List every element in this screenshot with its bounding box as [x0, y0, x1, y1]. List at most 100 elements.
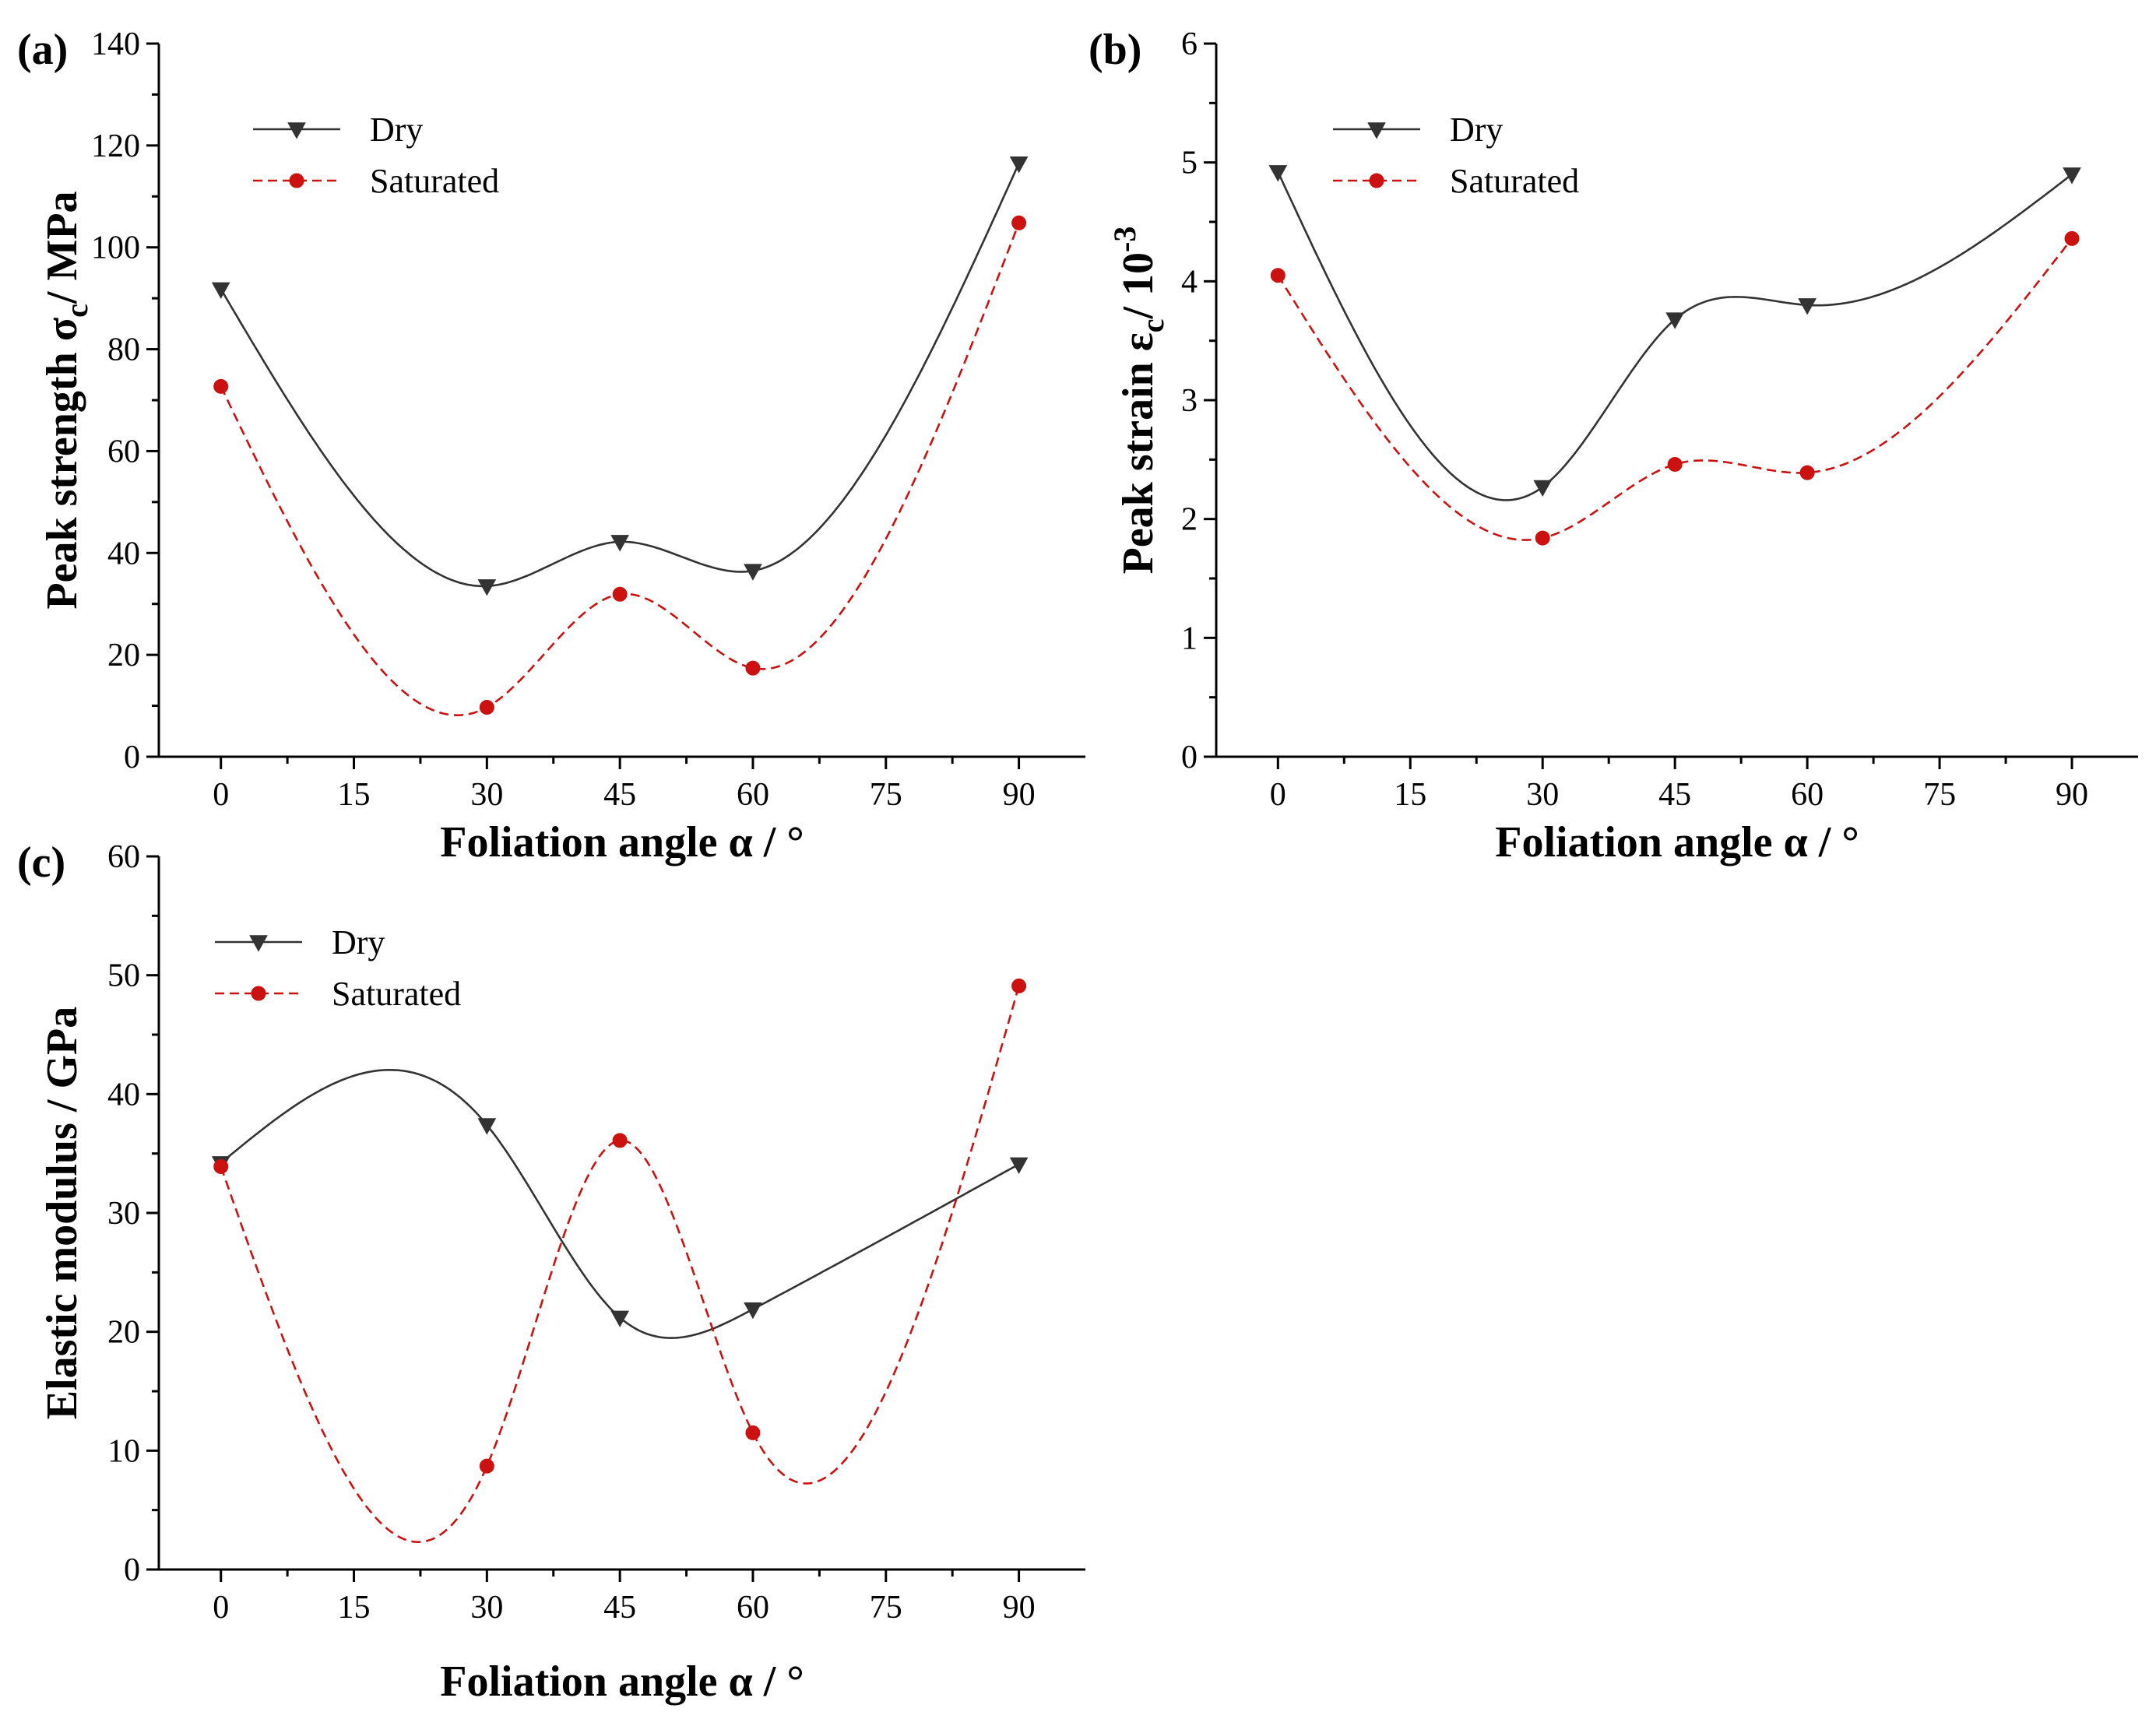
legend-marker-dry — [1367, 122, 1386, 139]
y-tick-label: 20 — [107, 638, 140, 673]
data-point-dry — [1009, 156, 1029, 174]
legend-label-dry: Dry — [332, 923, 385, 961]
y-axis-title-subscript: c — [59, 304, 94, 318]
series-line-saturated — [220, 986, 1020, 1544]
y-tick-label: 2 — [1181, 502, 1198, 538]
x-axis-title: Foliation angle α / ° — [1495, 818, 1859, 867]
data-point-dry — [211, 282, 230, 299]
data-point-dry — [610, 535, 630, 552]
x-axis-title: Foliation angle α / ° — [440, 1657, 804, 1706]
data-point-dry — [477, 1118, 497, 1135]
panel-label-a: (a) — [17, 26, 68, 74]
data-point-saturated — [612, 586, 628, 602]
data-point-dry — [1533, 480, 1553, 497]
data-point-dry — [477, 579, 497, 596]
y-axis-title-main: Peak strength σ — [38, 317, 86, 609]
x-tick-label: 0 — [213, 777, 229, 813]
x-tick-label: 0 — [1270, 777, 1286, 813]
x-tick-label: 60 — [1791, 777, 1824, 813]
y-axis-title-main: Peak strain ε — [1114, 332, 1162, 574]
y-tick-label: 1 — [1181, 620, 1198, 656]
y-tick-label: 3 — [1181, 383, 1198, 419]
x-tick-label: 90 — [1003, 777, 1036, 813]
y-tick-label: 50 — [107, 958, 140, 994]
data-point-dry — [744, 564, 762, 581]
panel-label-b: (b) — [1089, 26, 1141, 74]
y-tick-label: 60 — [107, 839, 140, 875]
y-tick-label: 120 — [91, 128, 140, 164]
legend-label-dry: Dry — [1450, 111, 1503, 149]
data-point-dry — [1798, 298, 1817, 315]
data-point-dry — [1009, 1157, 1029, 1174]
x-tick-label: 45 — [603, 777, 636, 813]
y-tick-label: 80 — [107, 332, 140, 368]
legend-marker-saturated — [251, 986, 266, 1001]
legend-label-saturated: Saturated — [332, 975, 461, 1013]
x-tick-label: 0 — [213, 1590, 229, 1626]
tick-marks: 0 20 40 60 80 100 120 140 0 15 30 45 60 75 90 — [91, 26, 1036, 813]
data-point-saturated — [745, 1425, 761, 1440]
panel-label-c: (c) — [17, 838, 65, 887]
data-point-dry — [744, 1302, 762, 1320]
x-tick-label: 75 — [1923, 777, 1956, 813]
x-tick-label: 45 — [1658, 777, 1691, 813]
y-tick-label: 100 — [91, 230, 140, 266]
data-point-dry — [1268, 165, 1288, 182]
data-point-saturated — [1011, 978, 1027, 993]
x-tick-label: 30 — [1526, 777, 1559, 813]
data-point-dry — [2063, 167, 2081, 185]
series-markers — [211, 978, 1029, 1474]
y-tick-label: 0 — [1181, 740, 1198, 775]
y-axis-title-subscript: c — [1135, 318, 1170, 332]
data-point-saturated — [612, 1133, 628, 1148]
data-point-saturated — [1011, 215, 1027, 230]
y-tick-label: 6 — [1181, 26, 1198, 62]
series-line-saturated — [1277, 237, 2073, 541]
legend-marker-saturated — [1369, 173, 1384, 188]
legend: Dry Saturated — [1333, 111, 1579, 200]
panel-c-elastic-modulus: (c) 0 10 20 30 40 50 60 0 15 30 45 60 75 90 Dry Satura… — [17, 838, 1085, 1706]
y-tick-label: 40 — [107, 1077, 140, 1113]
y-axis-title-main: Elastic modulus / GPa — [38, 1007, 86, 1420]
y-axis-title-unit: / MPa — [38, 191, 86, 304]
y-tick-label: 30 — [107, 1196, 140, 1232]
x-tick-label: 15 — [1394, 777, 1426, 813]
x-tick-label: 75 — [870, 1590, 902, 1626]
y-axis-title-unit: / 10 — [1114, 252, 1162, 320]
data-point-saturated — [479, 700, 494, 715]
legend-marker-dry — [249, 935, 268, 952]
data-point-saturated — [1270, 268, 1286, 283]
y-tick-label: 60 — [107, 434, 140, 469]
legend-marker-dry — [287, 122, 306, 139]
series-markers — [1268, 165, 2081, 546]
data-point-dry — [610, 1310, 630, 1327]
x-axis-title: Foliation angle α / ° — [440, 818, 804, 867]
data-point-saturated — [745, 660, 761, 676]
panel-a-peak-strength: (a) 0 20 40 60 80 100 120 140 0 15 30 45 60 75 90 Dry S… — [17, 26, 1085, 867]
y-axis-title: Elastic modulus / GPa — [38, 1007, 86, 1420]
y-tick-label: 0 — [124, 1552, 140, 1588]
legend-marker-saturated — [289, 173, 304, 188]
data-point-dry — [1665, 312, 1685, 329]
y-tick-label: 140 — [91, 26, 140, 62]
x-tick-label: 60 — [737, 1590, 769, 1626]
legend-label-saturated: Saturated — [1450, 162, 1579, 200]
data-point-saturated — [213, 1158, 229, 1174]
series-markers — [211, 156, 1029, 715]
data-point-saturated — [1535, 530, 1550, 546]
data-point-saturated — [1799, 465, 1815, 480]
y-tick-label: 4 — [1181, 264, 1198, 300]
x-tick-label: 75 — [870, 777, 902, 813]
x-tick-label: 90 — [2056, 777, 2088, 813]
y-axis-title-superscript: -3 — [1107, 227, 1142, 252]
data-point-saturated — [213, 378, 229, 394]
tick-marks: 0 10 20 30 40 50 60 0 15 30 45 60 75 90 — [107, 839, 1036, 1626]
legend-label-dry: Dry — [370, 111, 423, 149]
x-tick-label: 45 — [603, 1590, 636, 1626]
y-axis-title: Peak strength σc/ MPa — [38, 191, 94, 609]
x-tick-label: 30 — [470, 777, 503, 813]
data-point-saturated — [479, 1458, 494, 1474]
legend: Dry Saturated — [215, 923, 461, 1013]
y-tick-label: 20 — [107, 1315, 140, 1351]
